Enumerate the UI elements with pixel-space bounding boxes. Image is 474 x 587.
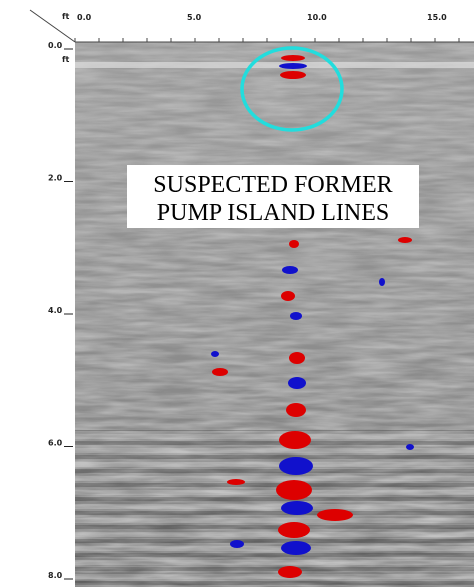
y-unit: ft bbox=[62, 55, 69, 64]
red-reflection bbox=[278, 522, 310, 538]
red-reflection bbox=[281, 291, 295, 301]
blue-reflection bbox=[230, 540, 244, 548]
blue-reflection bbox=[281, 541, 311, 555]
x-unit: ft bbox=[62, 12, 69, 21]
x-tick-label: 5.0 bbox=[187, 13, 202, 22]
x-tick-label: 15.0 bbox=[427, 13, 447, 22]
red-reflection bbox=[279, 431, 311, 449]
blue-reflection bbox=[406, 444, 414, 450]
red-reflection bbox=[227, 479, 245, 485]
red-reflection bbox=[276, 480, 312, 500]
x-tick-label: 10.0 bbox=[307, 13, 327, 22]
surface-reflection bbox=[75, 62, 474, 68]
red-reflection bbox=[317, 509, 353, 521]
blue-reflection bbox=[279, 63, 307, 69]
y-tick-label: 6.0 bbox=[48, 439, 63, 448]
scan-bands bbox=[75, 430, 474, 587]
x-tick-label: 0.0 bbox=[77, 13, 92, 22]
red-reflection bbox=[398, 237, 412, 243]
red-reflection bbox=[289, 352, 305, 364]
y-tick-label: 4.0 bbox=[48, 306, 63, 315]
blue-reflection bbox=[211, 351, 219, 357]
red-reflection bbox=[212, 368, 228, 376]
red-reflection bbox=[278, 566, 302, 578]
blue-reflection bbox=[279, 457, 313, 475]
red-reflection bbox=[280, 71, 306, 79]
y-tick-label: 0.0 bbox=[48, 41, 63, 50]
blue-reflection bbox=[281, 501, 313, 515]
blue-reflection bbox=[379, 278, 385, 286]
radargram: SUSPECTED FORMER PUMP ISLAND LINES ft ft… bbox=[0, 0, 474, 587]
y-tick-label: 2.0 bbox=[48, 174, 63, 183]
red-reflection bbox=[289, 240, 299, 248]
page: SUSPECTED FORMER PUMP ISLAND LINES ft ft… bbox=[0, 0, 474, 587]
red-reflection bbox=[286, 403, 306, 417]
blue-reflection bbox=[290, 312, 302, 320]
blue-reflection bbox=[282, 266, 298, 274]
y-tick-label: 8.0 bbox=[48, 571, 63, 580]
blue-reflection bbox=[288, 377, 306, 389]
annotation-line: SUSPECTED FORMER bbox=[153, 172, 392, 198]
annotation-line: PUMP ISLAND LINES bbox=[157, 200, 389, 226]
red-reflection bbox=[281, 55, 305, 61]
